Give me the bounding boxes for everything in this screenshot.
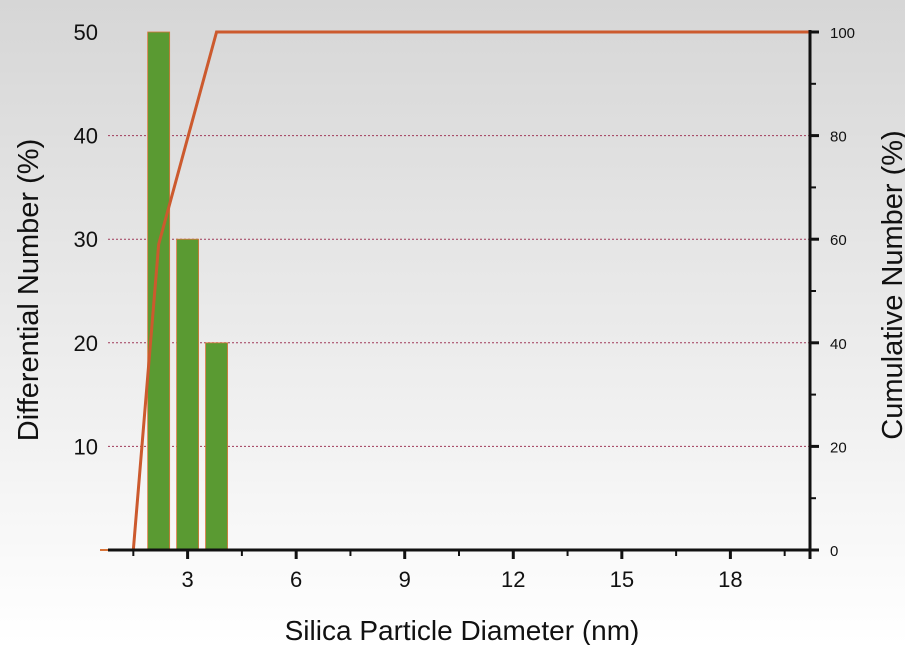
y2-tick-label: 80 <box>830 129 847 146</box>
cumulative-line <box>131 30 810 551</box>
y-tick-label: 30 <box>74 227 98 252</box>
bar-series <box>147 31 228 551</box>
bar <box>176 238 200 551</box>
x-tick-label: 9 <box>399 567 411 592</box>
y2-tick-label: 20 <box>830 439 847 456</box>
y2-tick-label: 100 <box>830 25 855 42</box>
x-tick-label: 6 <box>290 567 302 592</box>
y2-tick-label: 60 <box>830 232 847 249</box>
x-tick-label: 12 <box>501 567 525 592</box>
y-tick-label: 40 <box>74 124 98 149</box>
y2-tick-label: 0 <box>830 543 838 560</box>
y-tick-label: 10 <box>74 434 98 459</box>
x-tick-label: 18 <box>718 567 742 592</box>
y-tick-label: 50 <box>74 20 98 45</box>
y2-tick-label: 40 <box>830 336 847 353</box>
axes <box>100 30 819 559</box>
x-axis-title: Silica Particle Diameter (nm) <box>285 615 640 645</box>
y-tick-label: 20 <box>74 331 98 356</box>
x-tick-label: 15 <box>610 567 634 592</box>
y-axis-title: Differential Number (%) <box>13 139 45 441</box>
bar <box>147 31 171 551</box>
cumulative-line-series <box>131 30 810 551</box>
y2-axis-title: Cumulative Number (%) <box>877 130 905 439</box>
x-tick-label: 3 <box>181 567 193 592</box>
bar <box>205 342 228 551</box>
tick-labels: 3 6 9 12 15 18 10 20 30 40 50 0 20 40 60 80 100 <box>74 20 856 592</box>
